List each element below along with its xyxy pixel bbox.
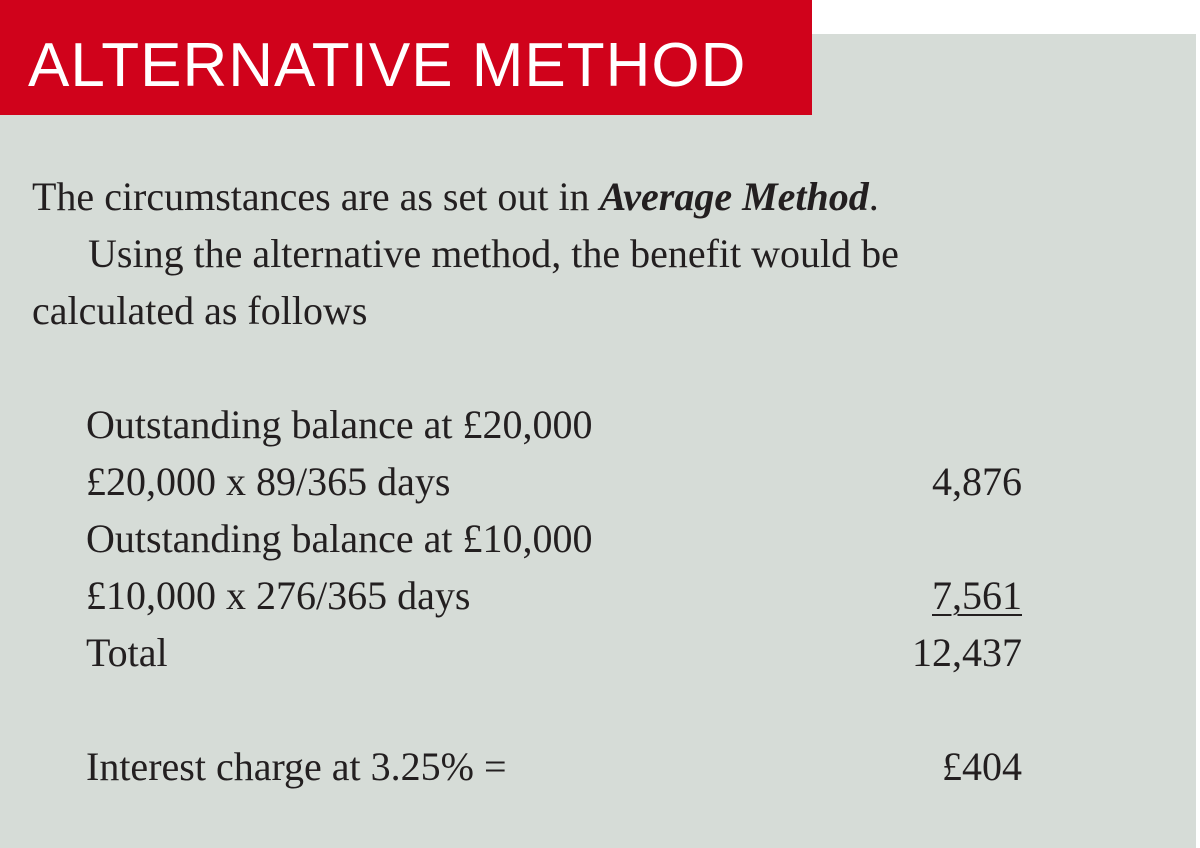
interest-charge-label: Interest charge at 3.25% =: [86, 744, 507, 789]
average-method-reference: Average Method: [599, 174, 869, 219]
content-panel: [0, 34, 1196, 848]
box-title: ALTERNATIVE METHOD: [28, 31, 747, 100]
calc-row-20000: £20,000 x 89/365 days 4,876: [86, 453, 1022, 510]
calc-row-amount: 4,876: [932, 459, 1022, 504]
intro-paragraph-2: Using the alternative method, the benefi…: [32, 231, 899, 333]
calc-row-label: Outstanding balance at £20,000: [86, 402, 593, 447]
intro-line-prefix: The circumstances are as set out in: [32, 174, 600, 219]
calc-row-label: £10,000 x 276/365 days: [86, 573, 471, 618]
calc-row-10000: £10,000 x 276/365 days 7,561: [86, 567, 1022, 624]
intro-paragraph-1: The circumstances are as set out in Aver…: [32, 168, 1032, 225]
title-bar: ALTERNATIVE METHOD: [0, 0, 812, 115]
calculation-table: Outstanding balance at £20,000 £20,000 x…: [86, 396, 1022, 795]
total-label: Total: [86, 630, 168, 675]
calc-row-label: £20,000 x 89/365 days: [86, 459, 451, 504]
calc-row-heading-20000: Outstanding balance at £20,000: [86, 396, 1022, 453]
calc-row-total: Total 12,437: [86, 624, 1022, 681]
interest-charge-row: Interest charge at 3.25% = £404: [86, 738, 1022, 795]
intro-line-suffix: .: [868, 174, 879, 219]
calc-row-label: Outstanding balance at £10,000: [86, 516, 593, 561]
total-amount: 12,437: [912, 630, 1022, 675]
interest-charge-amount: £404: [942, 744, 1022, 789]
calc-row-heading-10000: Outstanding balance at £10,000: [86, 510, 1022, 567]
calc-row-amount: 7,561: [932, 573, 1022, 618]
intro-text: The circumstances are as set out in Aver…: [32, 168, 1032, 339]
